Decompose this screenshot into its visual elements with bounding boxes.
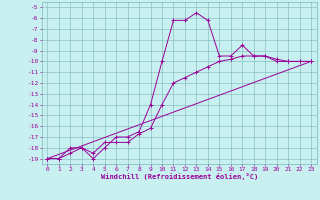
X-axis label: Windchill (Refroidissement éolien,°C): Windchill (Refroidissement éolien,°C): [100, 173, 258, 180]
